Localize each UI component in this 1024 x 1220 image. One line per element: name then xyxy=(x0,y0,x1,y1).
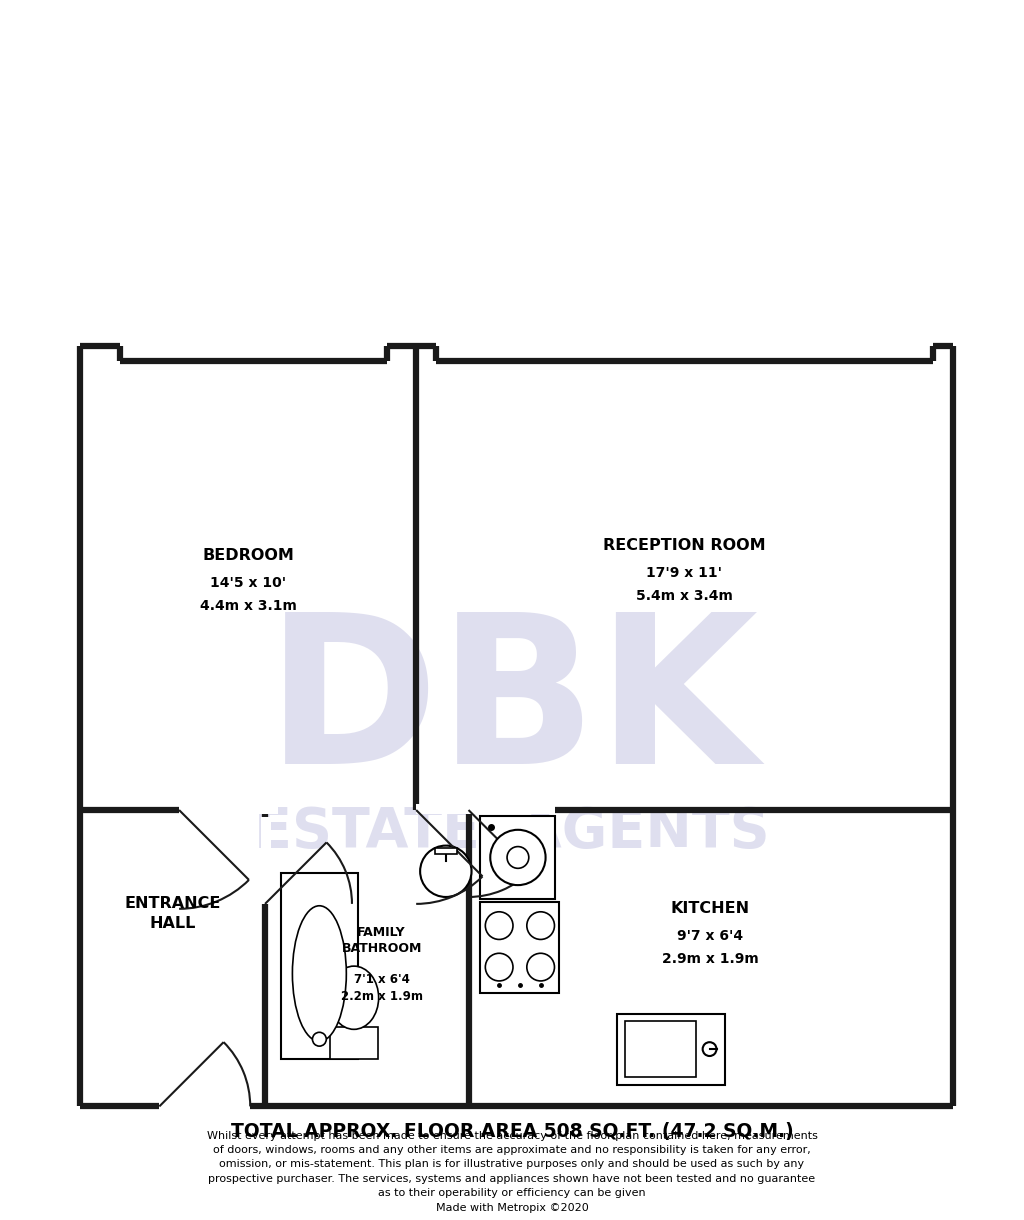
Bar xyxy=(416,804,510,814)
Circle shape xyxy=(485,953,513,981)
Bar xyxy=(435,848,457,854)
Ellipse shape xyxy=(293,905,346,1042)
Ellipse shape xyxy=(330,966,379,1030)
Text: 2.9m x 1.9m: 2.9m x 1.9m xyxy=(663,952,759,966)
Bar xyxy=(261,817,271,904)
Circle shape xyxy=(312,1032,327,1046)
Text: 2.2m x 1.9m: 2.2m x 1.9m xyxy=(341,991,423,1003)
Bar xyxy=(469,804,555,814)
Circle shape xyxy=(485,911,513,939)
Ellipse shape xyxy=(420,845,471,897)
Bar xyxy=(480,816,555,899)
Text: 5.4m x 3.4m: 5.4m x 3.4m xyxy=(636,589,733,603)
Text: 7'1 x 6'4: 7'1 x 6'4 xyxy=(353,974,410,987)
Bar xyxy=(80,345,952,1107)
Text: KITCHEN: KITCHEN xyxy=(671,902,751,916)
Text: BEDROOM: BEDROOM xyxy=(203,548,294,562)
Text: TOTAL APPROX. FLOOR AREA 508 SQ.FT. (47.2 SQ.M.): TOTAL APPROX. FLOOR AREA 508 SQ.FT. (47.… xyxy=(230,1121,794,1141)
Bar xyxy=(330,1027,378,1059)
Circle shape xyxy=(490,830,546,886)
Circle shape xyxy=(702,1042,717,1057)
Text: 17'9 x 11': 17'9 x 11' xyxy=(646,566,722,580)
Text: RECEPTION ROOM: RECEPTION ROOM xyxy=(603,538,766,553)
Text: FAMILY
BATHROOM: FAMILY BATHROOM xyxy=(341,926,422,955)
Bar xyxy=(160,1100,250,1110)
Circle shape xyxy=(526,911,554,939)
Text: 9'7 x 6'4: 9'7 x 6'4 xyxy=(678,930,743,943)
Text: Whilst every attempt has been made to ensure the accuracy of the floor plan cont: Whilst every attempt has been made to en… xyxy=(207,1131,817,1213)
Circle shape xyxy=(526,953,554,981)
Bar xyxy=(480,902,559,993)
Bar xyxy=(281,874,358,1059)
Bar xyxy=(616,1014,725,1085)
Circle shape xyxy=(507,847,528,869)
Bar xyxy=(179,804,278,814)
Text: ESTATE  AGENTS: ESTATE AGENTS xyxy=(254,805,770,859)
Text: DBK: DBK xyxy=(265,605,759,808)
Bar xyxy=(625,1021,695,1077)
Text: 4.4m x 3.1m: 4.4m x 3.1m xyxy=(200,599,297,612)
Text: 14'5 x 10': 14'5 x 10' xyxy=(210,576,287,589)
Text: ENTRANCE
HALL: ENTRANCE HALL xyxy=(125,897,221,931)
